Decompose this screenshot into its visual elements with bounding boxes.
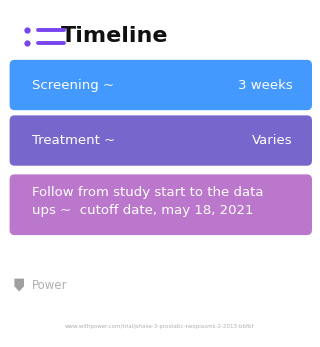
Text: Screening ~: Screening ~: [32, 78, 114, 92]
Text: Varies: Varies: [252, 134, 293, 147]
Text: 3 weeks: 3 weeks: [238, 78, 293, 92]
FancyBboxPatch shape: [10, 175, 312, 235]
Text: Timeline: Timeline: [61, 26, 168, 46]
Text: Follow from study start to the data
ups ~  cutoff date, may 18, 2021: Follow from study start to the data ups …: [32, 186, 263, 217]
FancyBboxPatch shape: [10, 115, 312, 166]
Text: www.withpower.com/trial/phase-3-prostatic-neoplasms-2-2013-bbfbf: www.withpower.com/trial/phase-3-prostati…: [65, 324, 255, 329]
Polygon shape: [14, 279, 24, 291]
Text: Treatment ~: Treatment ~: [32, 134, 115, 147]
Text: Power: Power: [32, 279, 68, 292]
FancyBboxPatch shape: [10, 60, 312, 110]
